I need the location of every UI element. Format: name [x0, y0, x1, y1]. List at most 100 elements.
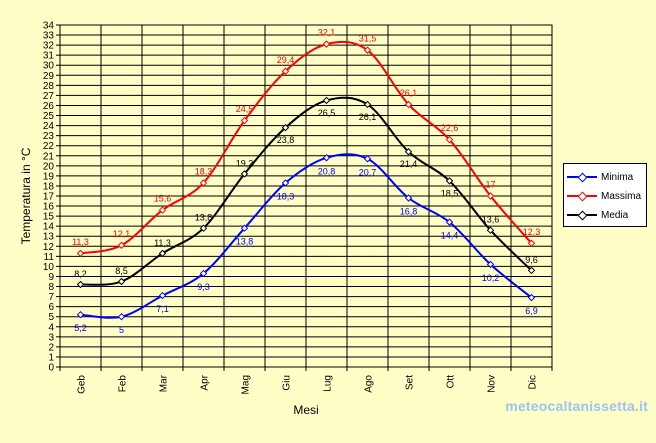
data-point-media — [199, 224, 208, 232]
data-label-minima: 14,4 — [441, 231, 459, 241]
data-point-massima — [76, 249, 85, 258]
y-tick-label: 7 — [48, 292, 54, 303]
data-point-media — [527, 266, 536, 275]
data-label-media: 8,2 — [74, 269, 87, 279]
y-tick-label: 24 — [43, 121, 55, 132]
x-tick-label: Set — [405, 375, 416, 390]
legend-swatch-massima — [567, 189, 597, 203]
data-label-minima: 6,9 — [525, 306, 538, 316]
data-point-minima — [240, 224, 249, 232]
data-point-media — [158, 249, 167, 258]
y-tick-label: 30 — [43, 61, 55, 72]
data-labels: 5,2 5 7,1 9,3 13,8 18,3 20,8 20,7 16,8 14,4 10,2 6,… — [72, 28, 540, 336]
data-point-minima — [404, 194, 413, 202]
y-tick-label: 9 — [48, 272, 54, 283]
data-label-massima: 31,5 — [359, 34, 377, 44]
data-point-massima — [445, 135, 454, 144]
y-tick-label: 13 — [43, 232, 55, 243]
data-label-media: 19,2 — [236, 158, 254, 168]
y-tick-label: 17 — [43, 192, 55, 203]
data-label-media: 21,4 — [400, 159, 418, 169]
data-point-minima — [117, 312, 126, 321]
data-point-media — [240, 170, 249, 178]
data-point-media — [322, 96, 331, 105]
data-point-minima — [527, 293, 536, 302]
data-label-massima: 12,3 — [523, 227, 541, 237]
data-point-massima — [117, 241, 126, 249]
data-label-media: 11,3 — [154, 238, 171, 248]
data-point-massima — [158, 206, 167, 214]
y-tick-label: 8 — [48, 282, 54, 293]
x-tick-label: Ott — [446, 375, 457, 389]
y-tick-label: 0 — [48, 363, 54, 374]
y-axis-ticks: 0123456789101112131415161718192021222324… — [43, 21, 60, 374]
data-label-media: 18,5 — [441, 188, 459, 198]
y-tick-label: 16 — [43, 202, 55, 213]
y-tick-label: 12 — [43, 242, 55, 253]
x-tick-label: Ago — [364, 375, 375, 393]
data-point-minima — [281, 179, 290, 187]
y-tick-label: 11 — [44, 252, 55, 263]
y-tick-label: 29 — [43, 71, 55, 82]
data-label-massima: 17 — [485, 180, 495, 190]
x-tick-label: Geb — [77, 375, 88, 394]
x-tick-label: Mag — [241, 375, 252, 394]
y-tick-label: 10 — [43, 262, 55, 273]
data-label-minima: 20,7 — [359, 167, 377, 177]
data-point-media — [486, 226, 495, 234]
data-point-massima — [363, 46, 372, 54]
data-label-media: 26,1 — [359, 112, 377, 122]
legend-swatch-media — [567, 208, 597, 222]
x-tick-label: Nov — [487, 375, 498, 393]
data-label-massima: 18,3 — [195, 166, 213, 176]
legend: Minima Massima Media — [563, 163, 647, 227]
y-tick-label: 1 — [48, 352, 54, 363]
data-label-massima: 11,3 — [72, 237, 89, 247]
data-label-media: 13,6 — [482, 215, 500, 225]
legend-item-media: Media — [567, 208, 628, 222]
y-tick-label: 22 — [43, 141, 55, 152]
data-point-massima — [240, 116, 249, 125]
legend-item-minima: Minima — [567, 170, 633, 184]
y-axis-title: Temperatura in °C — [19, 147, 33, 244]
data-point-minima — [445, 218, 454, 226]
data-point-media — [445, 177, 454, 185]
y-tick-label: 5 — [48, 312, 54, 323]
data-label-massima: 26,1 — [400, 88, 418, 98]
data-label-minima: 18,3 — [277, 191, 295, 201]
y-tick-label: 2 — [48, 342, 54, 353]
data-point-minima — [322, 154, 331, 162]
data-label-minima: 7,1 — [156, 304, 169, 314]
data-point-massima — [199, 179, 208, 187]
data-point-massima — [281, 67, 290, 75]
grid-lines — [60, 25, 552, 367]
y-tick-label: 14 — [43, 222, 55, 233]
y-tick-label: 31 — [43, 51, 55, 62]
data-point-media — [404, 148, 413, 156]
data-point-massima — [527, 239, 536, 247]
data-label-minima: 9,3 — [197, 282, 210, 292]
data-label-massima: 15,6 — [154, 194, 172, 204]
data-label-media: 8,5 — [115, 266, 128, 276]
x-axis-ticks: Geb Feb Mar Apr Mag Giu Lug Ago Set Ott Nov Dic — [59, 367, 553, 394]
y-tick-label: 23 — [43, 131, 55, 142]
data-point-massima — [486, 192, 495, 200]
data-label-massima: 12,1 — [113, 229, 131, 239]
data-point-minima — [158, 291, 167, 300]
data-label-massima: 29,4 — [277, 55, 295, 65]
y-tick-label: 32 — [43, 41, 55, 52]
data-point-media — [117, 277, 126, 286]
y-tick-label: 27 — [43, 91, 55, 102]
y-tick-label: 21 — [43, 151, 55, 162]
data-label-minima: 20,8 — [318, 166, 336, 176]
y-tick-label: 26 — [43, 101, 55, 112]
data-label-media: 13,8 — [195, 213, 213, 223]
data-label-minima: 16,8 — [400, 207, 418, 217]
series-markers — [76, 40, 536, 321]
data-label-massima: 22,6 — [441, 123, 459, 133]
x-tick-label: Apr — [200, 374, 211, 390]
data-point-media — [363, 100, 372, 109]
data-point-minima — [363, 155, 372, 163]
legend-label-minima: Minima — [601, 171, 634, 183]
